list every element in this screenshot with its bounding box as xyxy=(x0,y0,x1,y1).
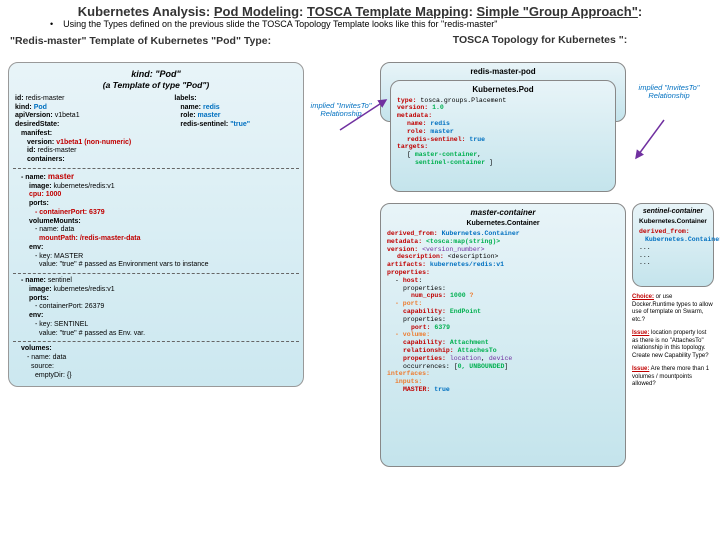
ds-k: desiredState: xyxy=(15,121,59,128)
c1envk: - key: MASTER xyxy=(21,253,297,262)
pod-subtitle: (a Template of type "Pod") xyxy=(15,80,297,91)
right-panel: TOSCA Topology for Kubernetes ": redis-m… xyxy=(380,48,716,534)
bullet-text: Using the Types defined on the previous … xyxy=(63,19,497,29)
vols: source: xyxy=(15,363,297,372)
rel1-label: implied "InvitesTo" Relationship xyxy=(308,102,374,119)
c2nv: sentinel xyxy=(48,277,72,284)
bullet-row: • Using the Types defined on the previou… xyxy=(0,19,720,33)
t-sfx: : xyxy=(638,4,642,19)
n3l: Issue: xyxy=(632,366,649,372)
pod-box: kind: "Pod" (a Template of type "Pod") i… xyxy=(8,62,304,387)
right-header: TOSCA Topology for Kubernetes ": xyxy=(410,34,670,46)
n1l: Choice: xyxy=(632,294,654,300)
master-header: master-container xyxy=(387,208,619,218)
lrs-v: "true" xyxy=(230,121,250,128)
vole: emptyDir: {} xyxy=(15,372,297,381)
c1vmp: mountPath: /redis-master-data xyxy=(21,235,297,244)
s3: ... xyxy=(639,244,707,252)
mid-v: redis-master xyxy=(38,147,77,154)
master-sub: Kubernetes.Container xyxy=(387,220,619,228)
c1nv: master xyxy=(48,172,74,181)
c1iv: kubernetes/redis:v1 xyxy=(54,183,115,190)
api-v: v1beta1 xyxy=(55,112,80,119)
lr-k: role: xyxy=(180,112,195,119)
id-k: id: xyxy=(15,95,24,102)
title-prefix: Kubernetes Analysis: xyxy=(78,4,214,19)
c1vmn: - name: data xyxy=(21,226,297,235)
c2iv: kubernetes/redis:v1 xyxy=(54,286,115,293)
labels-k: labels: xyxy=(174,95,196,102)
c1cv: 1000 xyxy=(46,191,62,198)
api-k: apiVersion: xyxy=(15,112,53,119)
c1cp: - containerPort: 6379 xyxy=(21,209,297,218)
ln-k: name: xyxy=(180,104,201,111)
c1ik: image: xyxy=(29,183,52,190)
slide-title: Kubernetes Analysis: Pod Modeling: TOSCA… xyxy=(0,0,720,19)
lrs-k: redis-sentinel: xyxy=(180,121,228,128)
n2l: Issue: xyxy=(632,330,649,336)
volk: volumes: xyxy=(21,345,52,352)
c1pk: ports: xyxy=(29,200,49,207)
kind-v: Pod xyxy=(34,104,47,111)
mid-k: id: xyxy=(27,147,36,154)
s4: ... xyxy=(639,252,707,260)
id-v: redis-master xyxy=(26,95,65,102)
ver-k: version: xyxy=(27,139,54,146)
master-box: master-container Kubernetes.Container de… xyxy=(380,203,626,467)
c2cp: - containerPort: 26379 xyxy=(21,303,297,312)
sentinel-sub: Kubernetes.Container xyxy=(639,218,707,226)
title-u2: TOSCA Template Mapping xyxy=(307,4,469,19)
voln: - name: data xyxy=(15,354,297,363)
c2envk: - key: SENTINEL xyxy=(21,321,297,330)
s5: ... xyxy=(639,259,707,267)
t-s1: : xyxy=(299,4,307,19)
hr2 xyxy=(13,273,299,274)
hr1 xyxy=(13,168,299,169)
k8spod-box: Kubernetes.Pod type: type: tosca.groups.… xyxy=(390,80,616,192)
cont-k: containers: xyxy=(27,156,65,163)
c1nk: - name: xyxy=(21,174,46,181)
c2ek: env: xyxy=(29,312,43,319)
tosca-main-header: redis-master-pod xyxy=(387,67,619,77)
t-s2: : xyxy=(469,4,477,19)
c2envv: value: "true" # passed as Env. var. xyxy=(21,330,297,339)
k8spod-header: Kubernetes.Pod xyxy=(397,85,609,95)
sentinel-box: sentinel-container Kubernetes.Container … xyxy=(632,203,714,287)
c2pk: ports: xyxy=(29,295,49,302)
c1ck: cpu: xyxy=(29,191,44,198)
man-k: manifest: xyxy=(21,130,52,137)
sentinel-header: sentinel-container xyxy=(639,208,707,216)
left-panel: kind: "Pod" (a Template of type "Pod") i… xyxy=(8,62,304,532)
container-1: - name: master image: kubernetes/redis:v… xyxy=(15,172,297,270)
s1: derived_from: xyxy=(639,228,690,235)
notes: Choice: or use Docker.Runtime types to a… xyxy=(632,294,714,395)
title-u1: Pod Modeling xyxy=(214,4,299,19)
hr3 xyxy=(13,341,299,342)
lr-v: master xyxy=(198,112,221,119)
c1vmk: volumeMounts: xyxy=(29,218,81,225)
c2nk: - name: xyxy=(21,277,46,284)
container-2: - name: sentinel image: kubernetes/redis… xyxy=(15,277,297,338)
title-u3: Simple "Group Approach" xyxy=(477,4,638,19)
ver-v: v1beta1 (non-numeric) xyxy=(56,139,131,146)
ln-v: redis xyxy=(203,104,220,111)
pod-kind-title: kind: "Pod" xyxy=(15,69,297,80)
s2: Kubernetes.Container xyxy=(645,236,720,243)
c1ek: env: xyxy=(29,244,43,251)
c1envv: value: "true" # passed as Environment va… xyxy=(21,261,297,270)
c2ik: image: xyxy=(29,286,52,293)
kind-k: kind: xyxy=(15,104,32,111)
